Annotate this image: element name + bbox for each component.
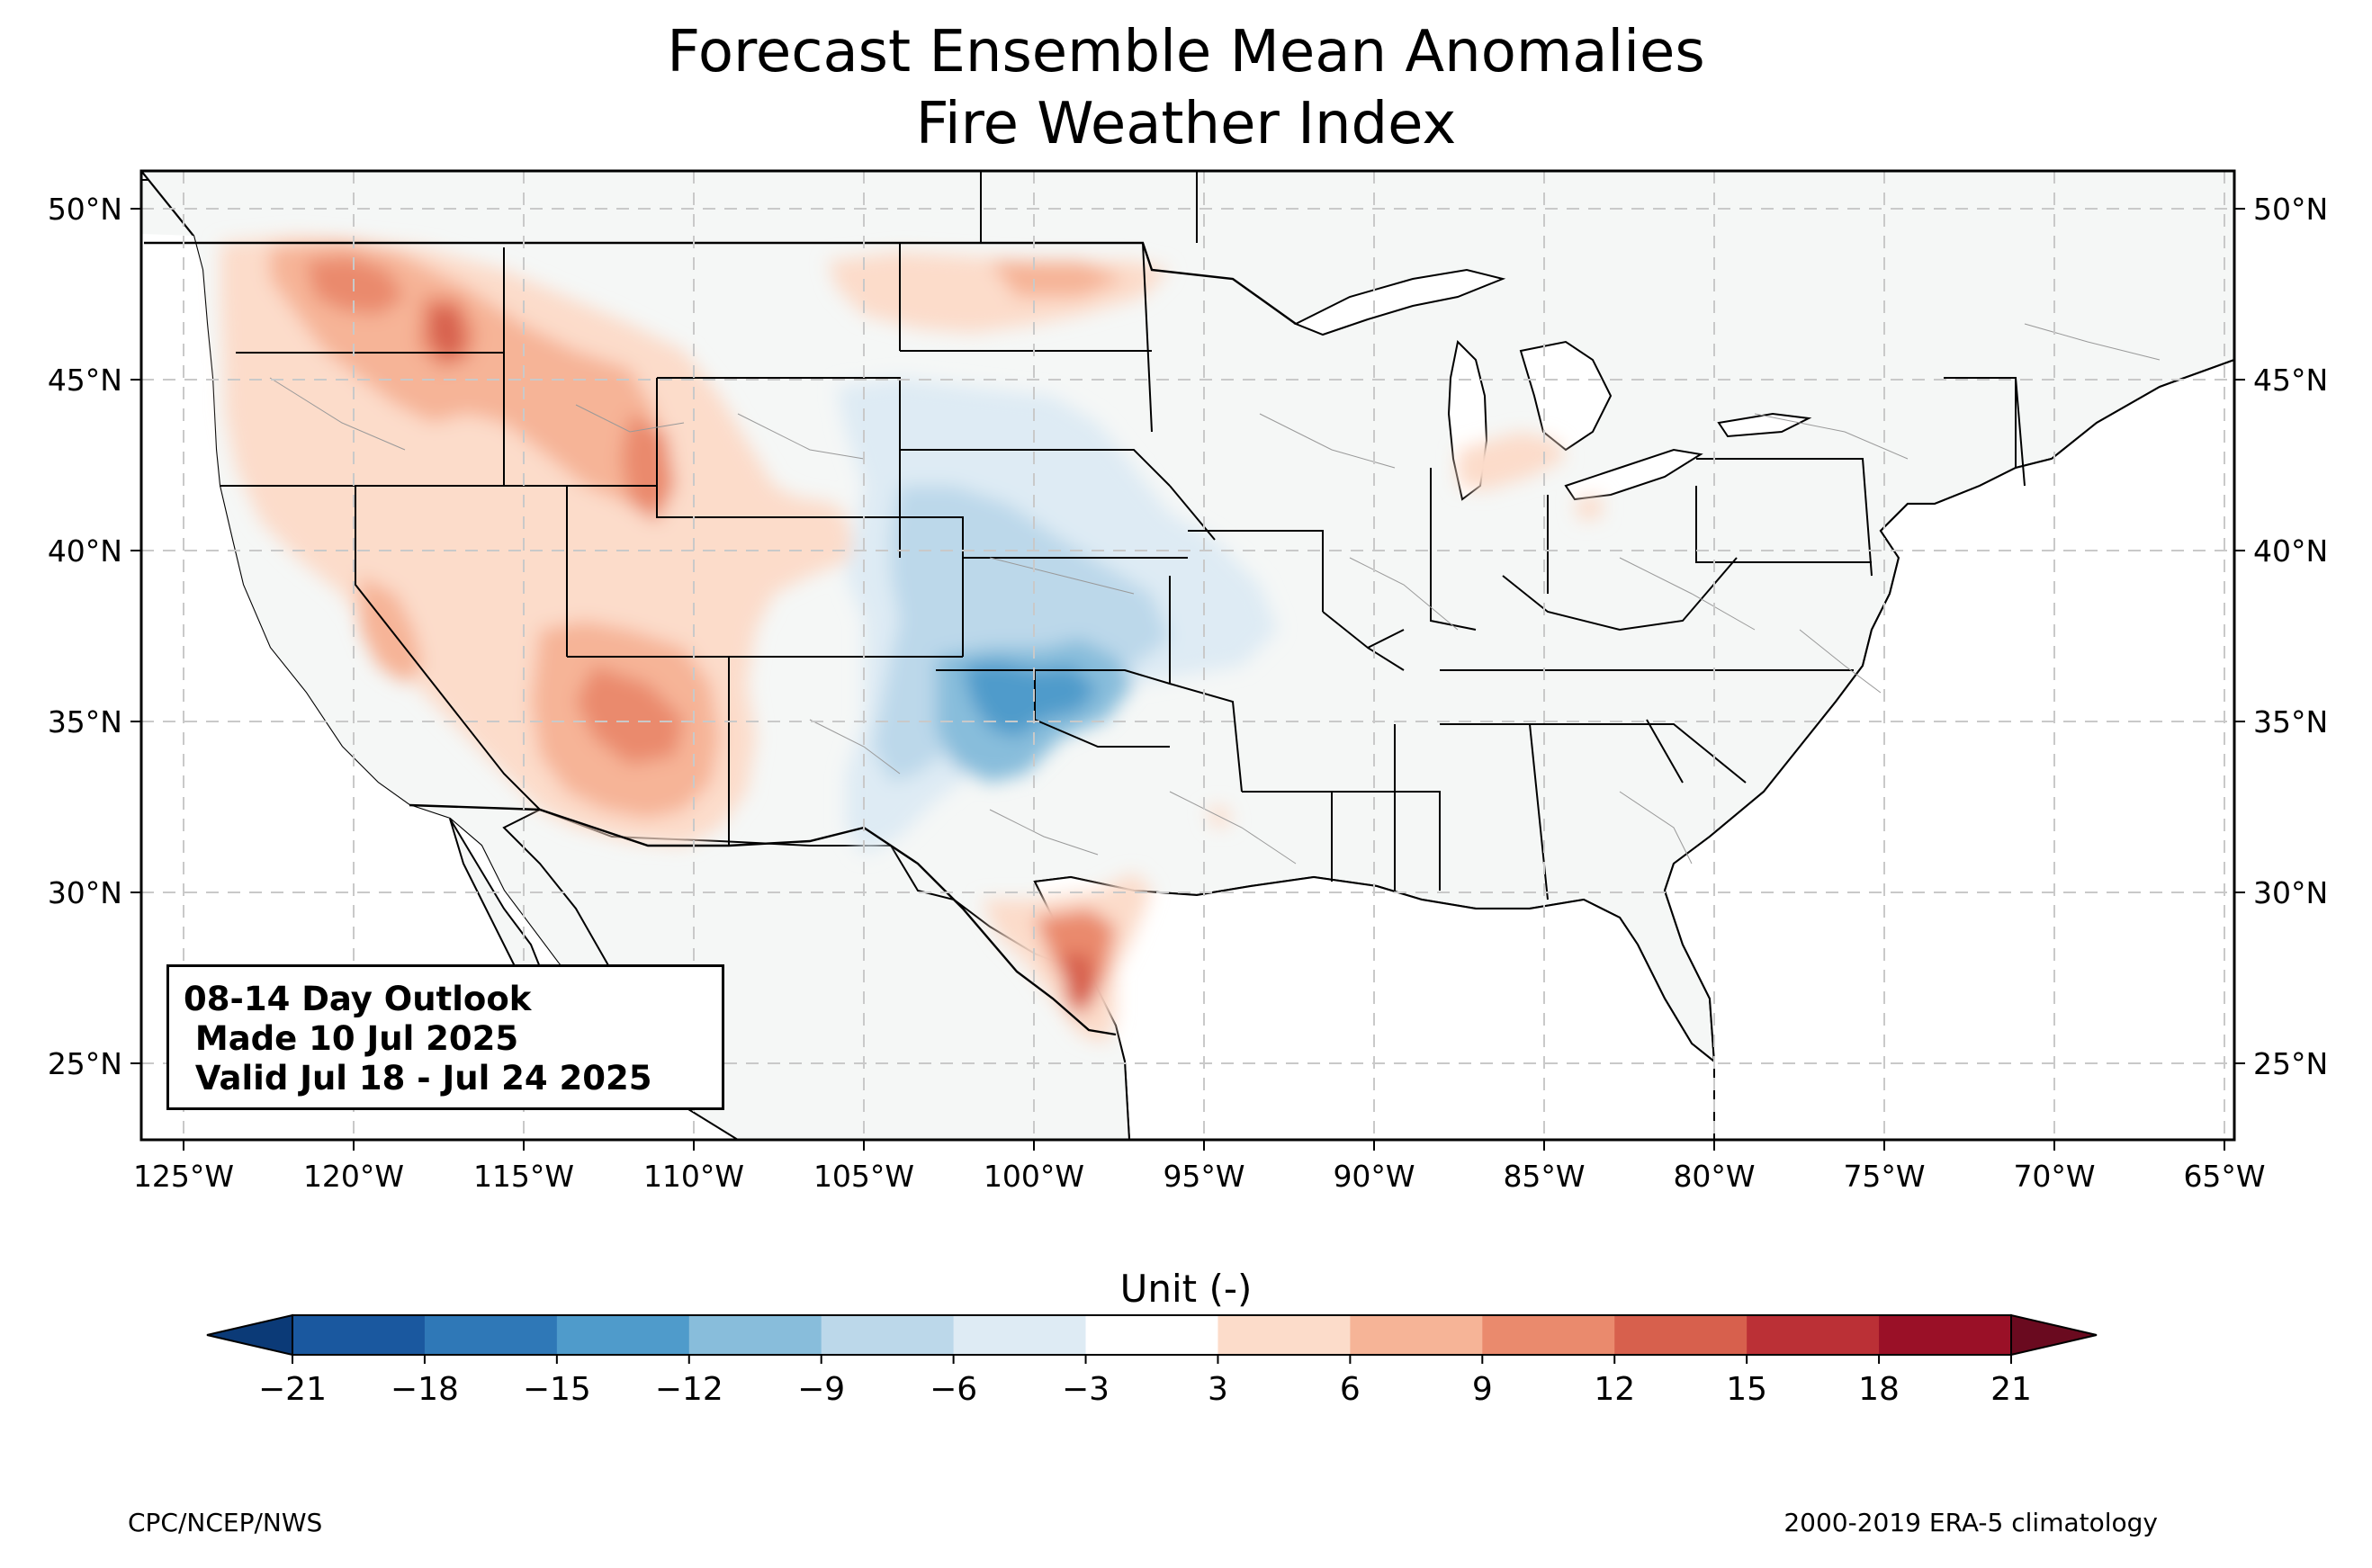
x-label-110w: 110°W [643,1159,744,1194]
colorbar-segment [424,1315,558,1355]
x-label-75w: 75°W [1843,1159,1925,1194]
x-label-90w: 90°W [1333,1159,1415,1194]
outlook-made-date: Made 10 Jul 2025 [184,1019,519,1058]
y-label-50n-right: 50°N [2253,192,2328,227]
colorbar-segment [1085,1315,1218,1355]
canada-border [144,241,1297,325]
x-label-80w: 80°W [1673,1159,1755,1194]
state-boundaries [220,171,2026,900]
colorbar-segment [1614,1315,1748,1355]
colorbar-segment [1879,1315,2012,1355]
y-label-35n-right: 35°N [2253,704,2328,739]
x-label-70w: 70°W [2013,1159,2095,1194]
colorbar-segment [953,1315,1087,1355]
colorbar-tick-label: −12 [655,1371,723,1408]
y-label-40n-left: 40°N [48,533,122,569]
colorbar-tick-label: 15 [1726,1371,1767,1408]
colorbar-under-arrow [206,1313,293,1357]
colorbar-segment [1482,1315,1615,1355]
outlook-valid-range: Valid Jul 18 - Jul 24 2025 [184,1059,652,1098]
colorbar-tick-label: −9 [797,1371,845,1408]
footer-climatology: 2000-2019 ERA-5 climatology [1783,1508,2158,1537]
x-label-125w: 125°W [133,1159,234,1194]
x-label-120w: 120°W [303,1159,404,1194]
y-axis-labels-left: 50°N 45°N 40°N 35°N 30°N 25°N [48,192,122,1081]
colorbar-tick-label: −18 [391,1371,459,1408]
gridlines [141,171,2234,1140]
colorbar-segment [292,1315,426,1355]
y-label-45n-left: 45°N [48,363,122,398]
y-axis-labels-right: 50°N 45°N 40°N 35°N 30°N 25°N [2253,192,2328,1081]
map-frame [139,169,2236,1142]
y-label-45n-right: 45°N [2253,363,2328,398]
colorbar-over-arrow [2010,1313,2098,1357]
lake-superior [1293,268,1506,336]
colorbar: −21 −18 −15 −12 −9 −6 −3 3 6 9 12 15 18 21 [206,1313,2098,1408]
x-axis-labels: 125°W 120°W 115°W 110°W 105°W 100°W 95°W… [133,1159,2266,1194]
atlantic-ocean [1663,358,2234,1140]
colorbar-border [292,1314,2012,1356]
y-label-40n-right: 40°N [2253,533,2328,569]
x-label-115w: 115°W [473,1159,574,1194]
footer-source: CPC/NCEP/NWS [128,1508,323,1537]
colorbar-tick-label: 21 [1990,1371,2032,1408]
colorbar-segment [1350,1315,1483,1355]
colorbar-tick-label: −6 [930,1371,977,1408]
x-label-65w: 65°W [2183,1159,2265,1194]
colorbar-tick-label: 6 [1340,1371,1361,1408]
map-title: Forecast Ensemble Mean Anomalies [667,19,1705,85]
colorbar-tick-label: 9 [1472,1371,1493,1408]
colorbar-segment [821,1315,955,1355]
colorbar-label: Unit (-) [1119,1267,1253,1311]
outlook-info-box: 08-14 Day Outlook Made 10 Jul 2025 Valid… [166,964,724,1110]
x-label-100w: 100°W [984,1159,1084,1194]
pacific-ocean [141,234,738,1140]
colorbar-tick-label: −3 [1062,1371,1110,1408]
axis-ticks [130,208,2245,1151]
y-label-50n-left: 50°N [48,192,122,227]
colorbar-tick-label: −21 [258,1371,327,1408]
x-label-85w: 85°W [1503,1159,1585,1194]
colorbar-tick-label: −15 [523,1371,591,1408]
colorbar-segment [1217,1315,1351,1355]
anomaly-fields [220,236,1602,1044]
mexico-border [409,803,1117,1036]
colorbar-segment [1747,1315,1880,1355]
y-label-35n-left: 35°N [48,704,122,739]
colorbar-tick-label: 12 [1594,1371,1635,1408]
y-label-25n-left: 25°N [48,1046,122,1081]
colorbar-tick-label: 3 [1208,1371,1228,1408]
x-label-95w: 95°W [1163,1159,1244,1194]
y-label-30n-left: 30°N [48,875,122,910]
outlook-period: 08-14 Day Outlook [184,980,532,1018]
map-subtitle: Fire Weather Index [915,91,1457,157]
colorbar-segment [556,1315,690,1355]
colorbar-segment [688,1315,822,1355]
colorbar-tick-label: 18 [1858,1371,1900,1408]
x-label-105w: 105°W [813,1159,914,1194]
y-label-30n-right: 30°N [2253,875,2328,910]
y-label-25n-right: 25°N [2253,1046,2328,1081]
